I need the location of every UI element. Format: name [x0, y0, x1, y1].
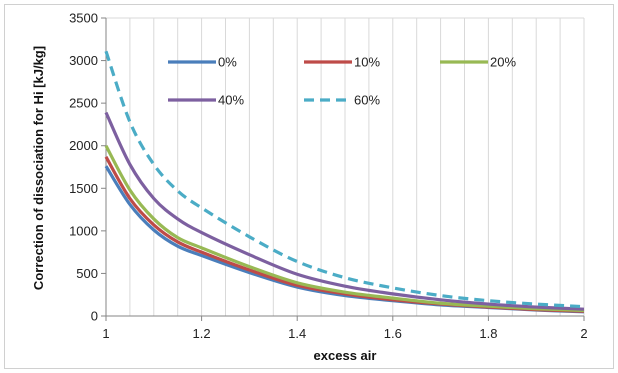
x-axis-title: excess air: [314, 348, 377, 363]
y-tick-label: 1000: [69, 223, 98, 238]
y-tick-label: 3500: [69, 11, 98, 26]
x-tick-label: 1.8: [479, 326, 497, 341]
x-tick-label: 1.6: [384, 326, 402, 341]
y-tick-label: 3000: [69, 53, 98, 68]
legend-item-10pct: 10%: [304, 55, 380, 70]
y-tick-label: 2000: [69, 138, 98, 153]
legend-item-60pct: 60%: [304, 93, 380, 108]
legend-label: 10%: [354, 55, 380, 70]
y-tick-label: 0: [91, 309, 98, 324]
axes: 0 500 1000 1500 2000 2500 3000 3500 1 1.2 1.4 1.6 1.…: [69, 11, 588, 342]
legend-item-0pct: 0%: [168, 55, 237, 70]
x-tick-label: 1.4: [288, 326, 306, 341]
y-tick-label: 500: [76, 266, 98, 281]
y-tick-label: 1500: [69, 181, 98, 196]
legend: 0% 10% 20% 40% 60%: [168, 55, 516, 108]
x-tick-label: 1: [102, 326, 109, 341]
legend-item-40pct: 40%: [168, 93, 244, 108]
legend-label: 40%: [218, 93, 244, 108]
series-lines: [104, 50, 585, 314]
legend-label: 60%: [354, 93, 380, 108]
y-axis-title: Correction of dissociation for Hi [kJ/kg…: [31, 46, 46, 290]
legend-item-20pct: 20%: [440, 55, 516, 70]
y-tick-label: 2500: [69, 96, 98, 111]
legend-label: 0%: [218, 55, 237, 70]
legend-label: 20%: [490, 55, 516, 70]
series-line-40pct: [104, 111, 585, 311]
x-tick-label: 1.2: [193, 326, 211, 341]
x-tick-label: 2: [580, 326, 587, 341]
series-line-20pct: [104, 144, 585, 313]
